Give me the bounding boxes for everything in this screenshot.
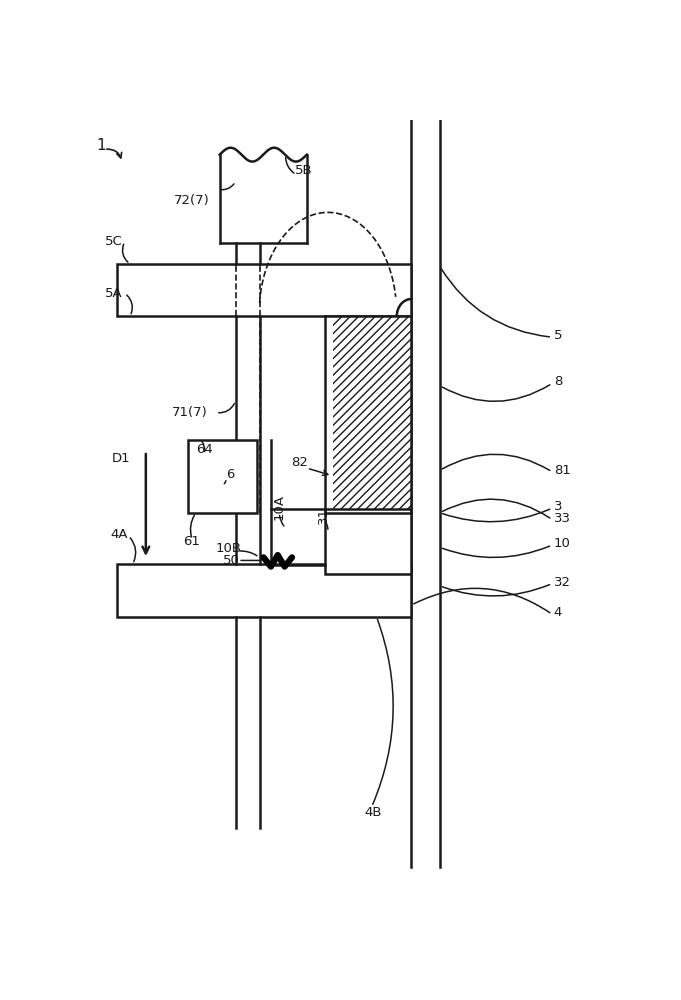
- Bar: [326, 316, 411, 513]
- Bar: [117, 564, 411, 617]
- Text: 82: 82: [291, 456, 308, 469]
- Text: 50: 50: [223, 554, 240, 567]
- Text: D1: D1: [112, 452, 130, 465]
- Text: 72(7): 72(7): [174, 194, 210, 207]
- Bar: [333, 316, 411, 513]
- Text: 81: 81: [554, 464, 571, 477]
- Text: 10B: 10B: [216, 542, 242, 555]
- Text: 5B: 5B: [295, 164, 313, 177]
- Text: 5A: 5A: [105, 287, 123, 300]
- Text: 5C: 5C: [105, 235, 123, 248]
- Text: 4: 4: [554, 606, 562, 619]
- Text: 4B: 4B: [365, 806, 382, 820]
- Text: 32: 32: [554, 576, 571, 588]
- Text: 1: 1: [97, 138, 106, 153]
- Text: 3: 3: [554, 500, 563, 513]
- Bar: [326, 509, 411, 574]
- Text: 10: 10: [554, 537, 571, 550]
- Text: 31: 31: [317, 507, 330, 524]
- Text: 10A: 10A: [272, 494, 285, 520]
- Bar: [188, 440, 257, 513]
- Bar: [117, 264, 411, 316]
- Text: 6: 6: [227, 468, 235, 481]
- Text: 61: 61: [183, 535, 200, 548]
- Text: 5: 5: [554, 329, 563, 342]
- Text: 71(7): 71(7): [172, 406, 208, 419]
- Text: 33: 33: [554, 512, 571, 525]
- Text: 64: 64: [196, 443, 212, 456]
- Text: 8: 8: [554, 375, 562, 388]
- Text: 4A: 4A: [110, 528, 128, 541]
